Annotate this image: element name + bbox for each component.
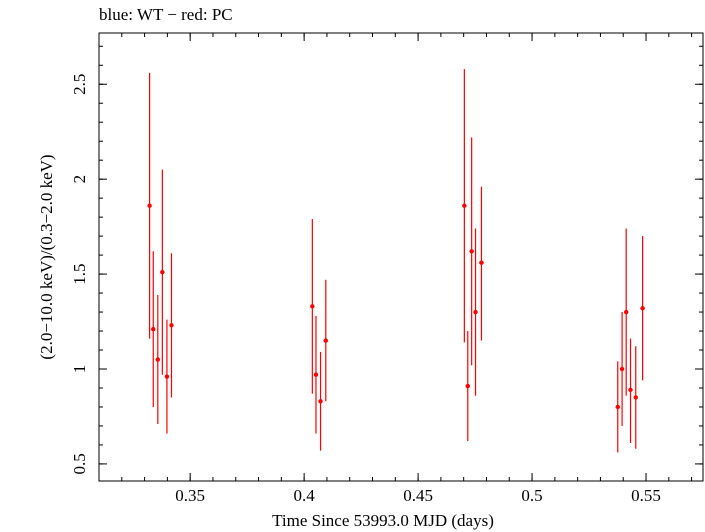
data-point <box>465 383 470 389</box>
x-tick-label: 0.45 <box>403 486 433 505</box>
data-point <box>623 309 629 315</box>
y-axis-label: (2.0−10.0 keV)/(0.3−2.0 keV) <box>37 154 56 359</box>
data-point <box>147 203 152 208</box>
data-point <box>628 387 633 393</box>
data-point <box>318 399 323 404</box>
data-point <box>473 309 478 315</box>
x-tick-label: 0.4 <box>294 486 316 505</box>
data-point <box>313 372 319 377</box>
tick-labels: 0.35 0.4 0.45 0.5 0.55 0.5 1 1.5 2 2.5 <box>70 74 661 505</box>
y-tick-label: 2 <box>70 175 89 184</box>
y-tick-label: 0.5 <box>70 453 89 474</box>
data-point <box>619 366 625 372</box>
data-point <box>310 304 315 309</box>
data-point <box>462 203 467 208</box>
data-point <box>615 404 620 410</box>
x-tick-label: 0.35 <box>175 486 205 505</box>
data-point <box>633 395 638 400</box>
data-point <box>164 374 170 379</box>
x-axis-label: Time Since 53993.0 MJD (days) <box>272 511 494 530</box>
plot-frame <box>98 32 704 482</box>
x-tick-label: 0.5 <box>521 486 542 505</box>
data-point <box>151 326 156 332</box>
x-tick-label: 0.55 <box>631 486 661 505</box>
data-point <box>323 338 328 343</box>
y-tick-label: 2.5 <box>70 74 89 95</box>
data-point <box>155 357 161 362</box>
chart-title: blue: WT − red: PC <box>99 5 233 24</box>
data-point <box>160 269 165 275</box>
data-point <box>469 249 474 254</box>
data-point <box>640 306 645 311</box>
axis-ticks <box>98 33 703 481</box>
data-marks <box>147 69 645 453</box>
data-point <box>479 260 484 265</box>
y-tick-label: 1.5 <box>70 263 89 284</box>
data-point <box>169 323 174 328</box>
y-tick-label: 1 <box>70 365 89 374</box>
